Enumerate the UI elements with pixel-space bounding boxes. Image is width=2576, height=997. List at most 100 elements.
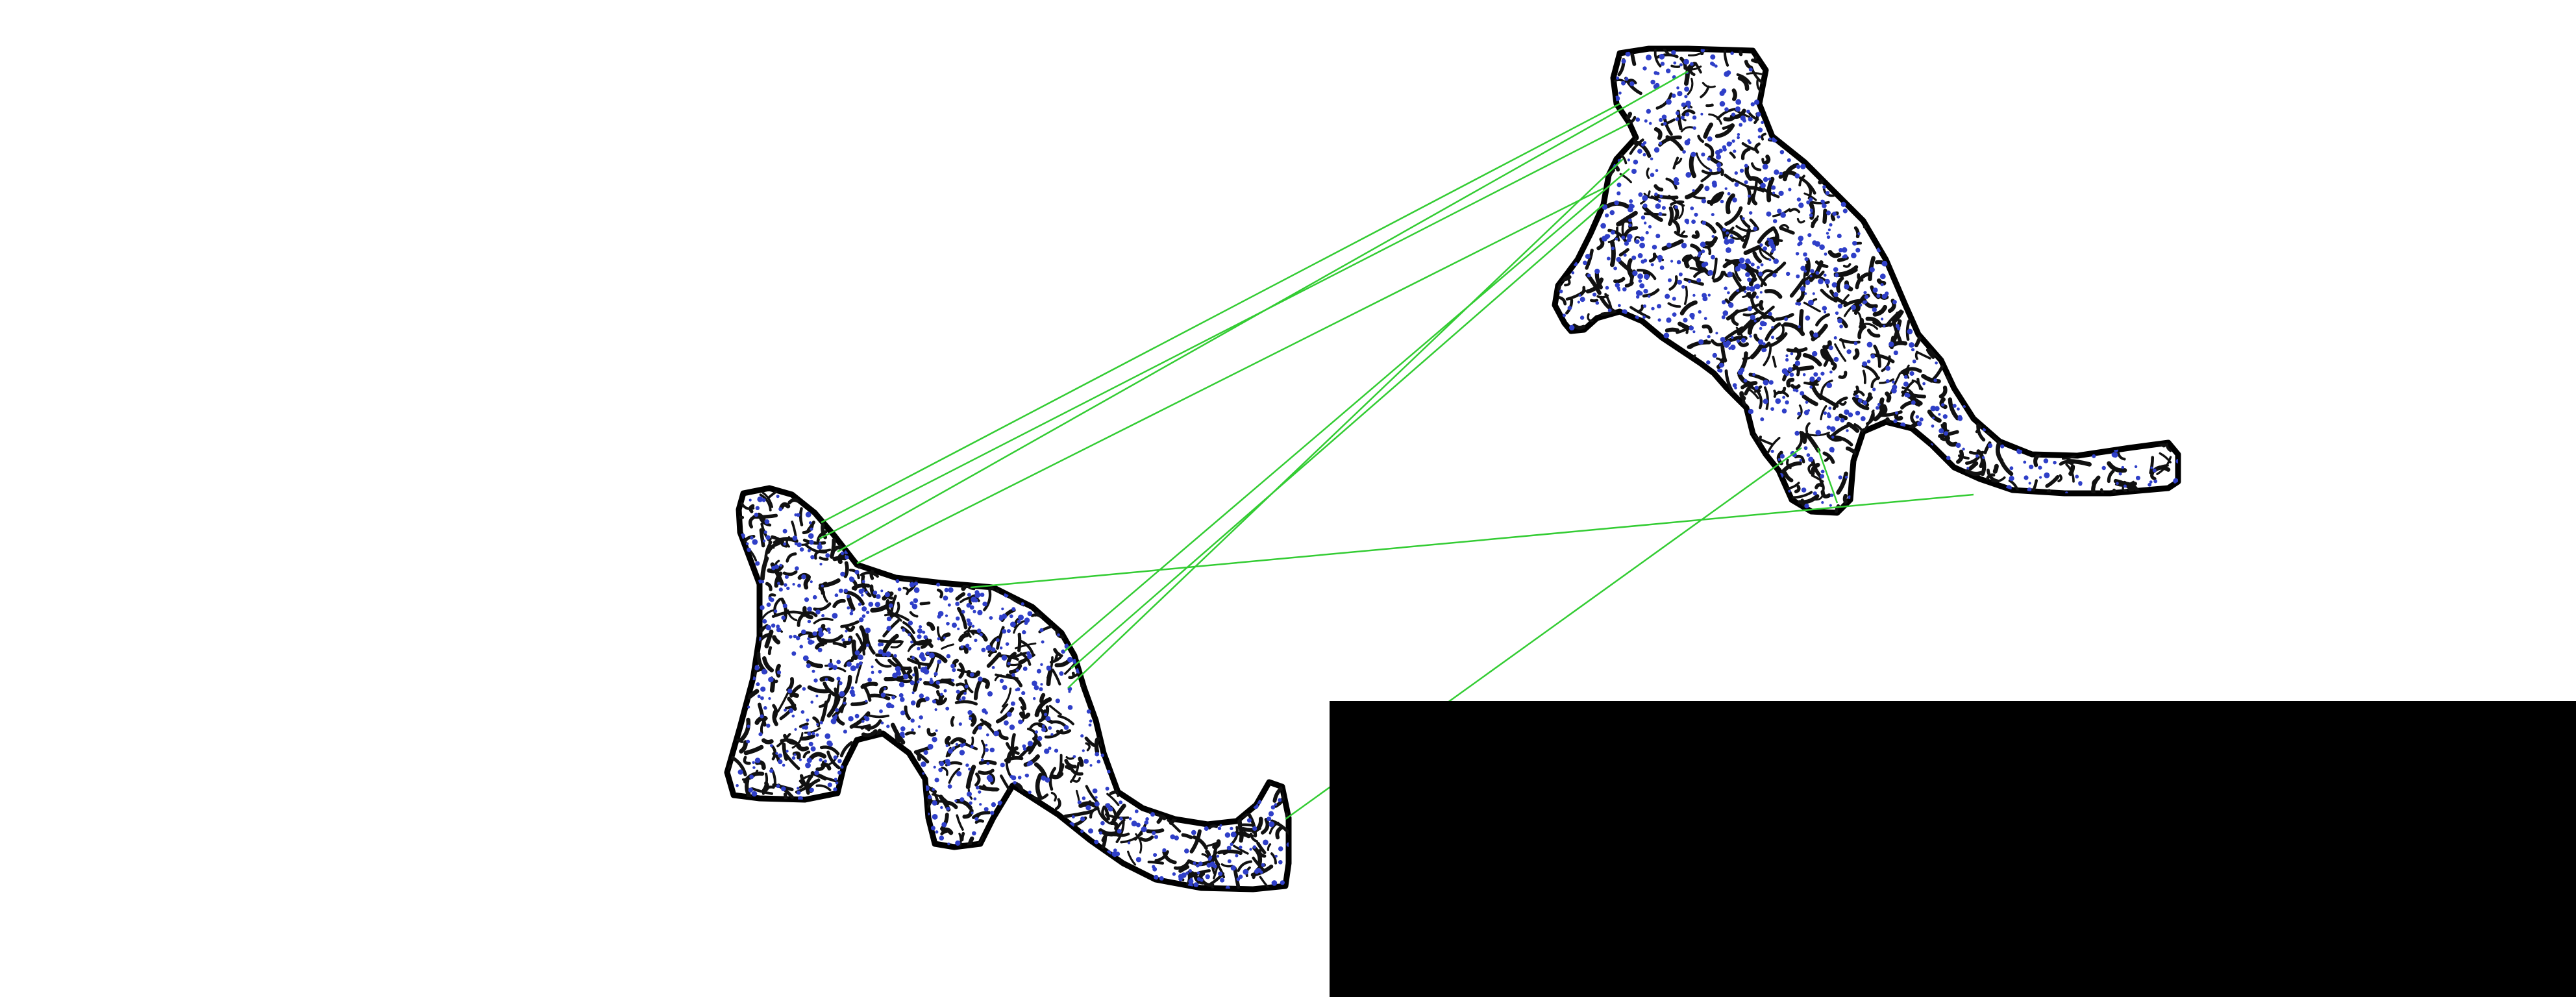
texture-mark <box>1618 260 1633 273</box>
texture-mark <box>809 752 827 761</box>
keypoint-dot <box>761 669 767 675</box>
texture-mark <box>2033 452 2042 467</box>
keypoint-dot <box>865 627 871 634</box>
keypoint-dot <box>1605 213 1609 217</box>
texture-mark <box>1768 332 1788 347</box>
keypoint-dot <box>799 547 804 552</box>
texture-mark <box>919 601 931 606</box>
keypoint-dot <box>861 606 867 612</box>
keypoint-dot <box>1746 286 1751 291</box>
keypoint-dot <box>1615 282 1620 288</box>
texture-mark <box>936 626 943 642</box>
keypoint-dot <box>1700 241 1706 247</box>
keypoint-dot <box>1635 117 1641 122</box>
keypoint-dot <box>1837 304 1843 309</box>
keypoint-dot <box>1626 238 1631 243</box>
keypoint-dot <box>776 670 782 675</box>
keypoint-dot <box>1780 212 1787 218</box>
keypoint-dot <box>910 601 914 606</box>
keypoint-dot <box>797 542 802 548</box>
keypoint-dot <box>1153 853 1158 857</box>
texture-mark <box>747 689 760 700</box>
keypoint-dot <box>1230 831 1237 837</box>
keypoint-dot <box>1683 58 1689 65</box>
keypoint-dot <box>828 631 831 634</box>
keypoint-dot <box>846 661 852 667</box>
keypoint-dot <box>1235 854 1239 857</box>
keypoint-dot <box>1829 493 1834 497</box>
keypoint-dot <box>1639 283 1645 289</box>
texture-mark <box>1843 301 1859 317</box>
texture-mark <box>1653 184 1664 192</box>
left-keypoints <box>736 495 1289 889</box>
keypoint-dot <box>1763 348 1767 352</box>
keypoint-dot <box>839 691 845 697</box>
keypoint-dot <box>971 597 977 603</box>
keypoint-dot <box>871 665 874 669</box>
texture-mark <box>1002 687 1012 708</box>
keypoint-dot <box>765 624 772 631</box>
keypoint-dot <box>808 533 814 539</box>
keypoint-dot <box>1804 503 1809 509</box>
keypoint-dot <box>1821 501 1824 504</box>
texture-mark <box>1842 263 1852 268</box>
keypoint-dot <box>836 676 841 681</box>
texture-mark <box>1681 109 1696 116</box>
keypoint-dot <box>799 645 803 648</box>
keypoint-dot <box>986 761 990 765</box>
keypoint-dot <box>1869 267 1875 273</box>
keypoint-dot <box>892 672 898 678</box>
keypoint-dot <box>1585 254 1591 260</box>
keypoint-dot <box>966 603 971 608</box>
texture-mark <box>1270 819 1289 835</box>
keypoint-dot <box>945 759 950 764</box>
keypoint-dot <box>943 595 948 601</box>
keypoint-dot <box>1658 212 1663 216</box>
texture-mark <box>831 687 838 711</box>
texture-mark <box>1109 820 1119 831</box>
keypoint-dot <box>1684 95 1688 99</box>
keypoint-dot <box>1675 117 1679 121</box>
keypoint-dot <box>961 609 965 614</box>
keypoint-dot <box>1666 242 1672 248</box>
keypoint-dot <box>991 666 995 669</box>
texture-mark <box>1120 832 1143 844</box>
keypoint-dot <box>1837 318 1843 324</box>
keypoint-dot <box>1727 271 1733 278</box>
texture-mark <box>1805 422 1811 433</box>
keypoint-dot <box>1855 394 1859 399</box>
texture-mark <box>2159 452 2172 463</box>
keypoint-dot <box>778 759 783 765</box>
keypoint-dot <box>770 744 773 748</box>
texture-mark <box>803 576 811 590</box>
keypoint-dot <box>1595 301 1600 305</box>
keypoint-dot <box>801 574 806 580</box>
keypoint-dot <box>736 784 739 787</box>
keypoint-dot <box>2078 481 2083 486</box>
keypoint-dot <box>1261 863 1265 867</box>
keypoint-dot <box>911 604 918 609</box>
keypoint-dot <box>1721 315 1726 319</box>
texture-mark <box>1025 739 1039 752</box>
keypoint-dot <box>1857 398 1863 403</box>
keypoint-dot <box>1840 417 1845 423</box>
texture-mark <box>1585 249 1594 270</box>
keypoint-dot <box>1800 286 1805 292</box>
keypoint-dot <box>990 811 995 815</box>
keypoint-dot <box>1798 241 1803 246</box>
keypoint-dot <box>1933 378 1937 382</box>
keypoint-dot <box>948 587 954 593</box>
keypoint-dot <box>1100 753 1105 757</box>
keypoint-dot <box>1080 830 1084 833</box>
texture-mark <box>1942 426 1950 432</box>
keypoint-dot <box>1788 188 1792 191</box>
texture-mark <box>1053 648 1061 657</box>
keypoint-dot <box>858 589 864 594</box>
keypoint-dot <box>1034 685 1039 691</box>
texture-mark <box>892 656 907 676</box>
keypoint-dot <box>969 801 972 805</box>
texture-mark <box>1790 384 1801 389</box>
keypoint-dot <box>1731 336 1734 339</box>
keypoint-dot <box>999 646 1003 650</box>
keypoint-dot <box>1758 271 1763 277</box>
